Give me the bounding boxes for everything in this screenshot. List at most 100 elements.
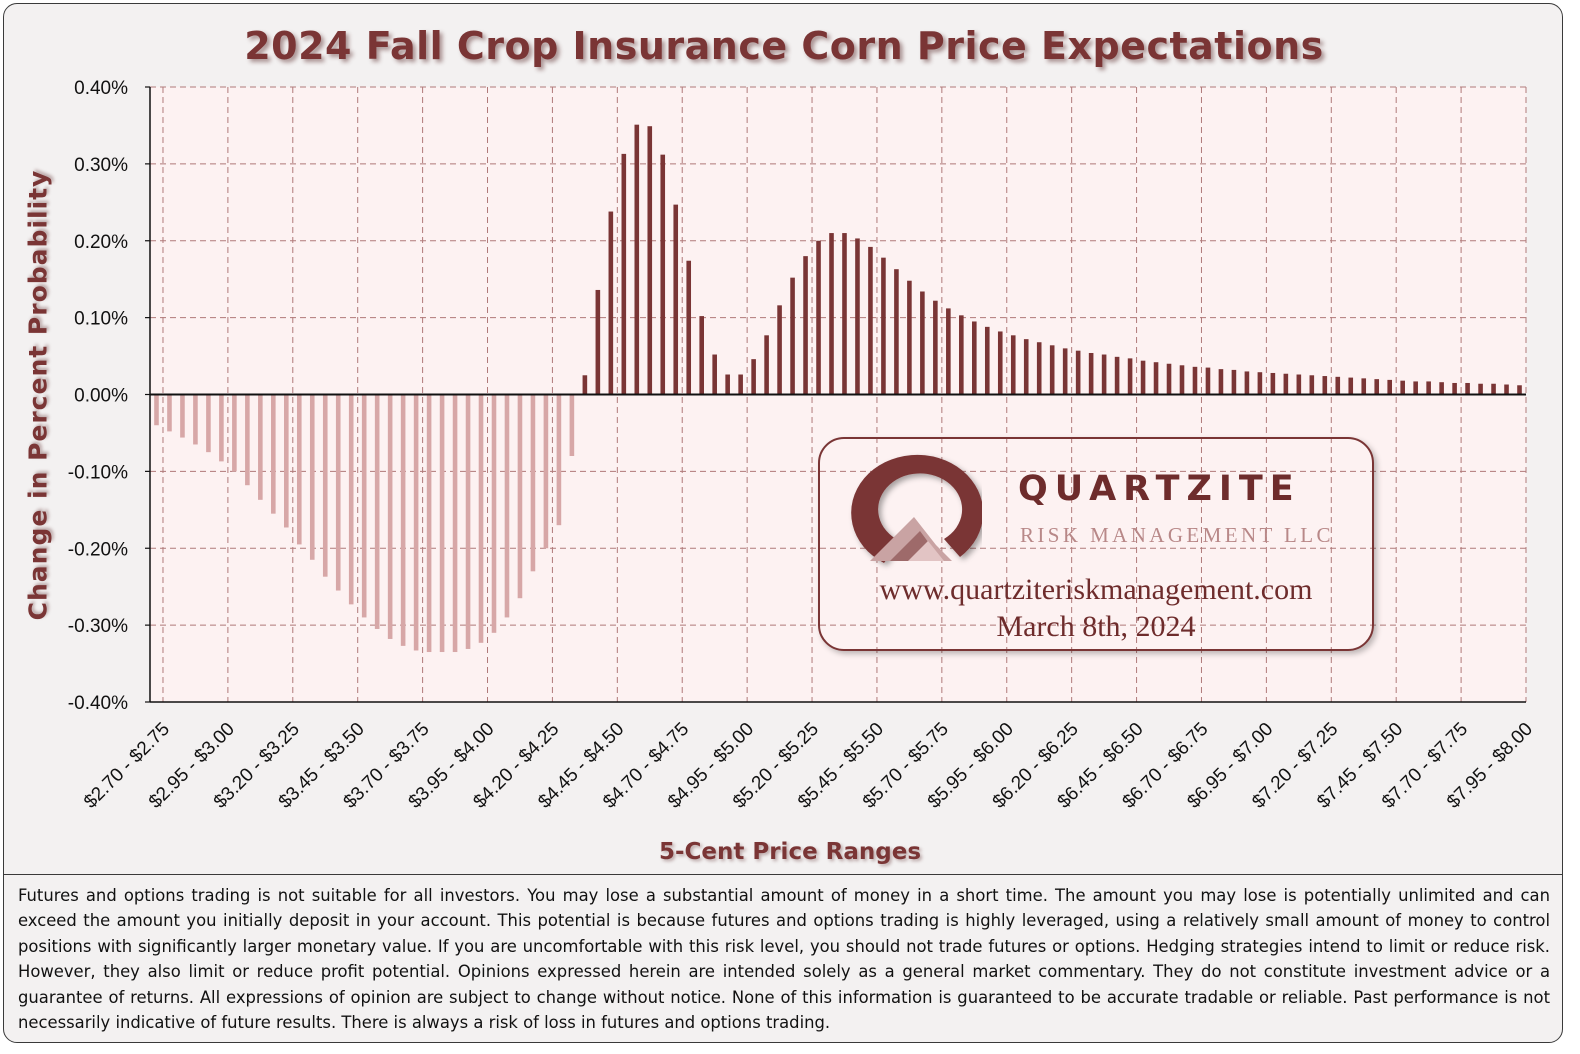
bar xyxy=(504,394,510,618)
bar xyxy=(387,394,393,639)
bar xyxy=(517,394,523,599)
bar xyxy=(738,374,743,395)
bar xyxy=(284,394,289,528)
bar xyxy=(1465,382,1470,395)
bar xyxy=(258,394,263,500)
bar xyxy=(400,394,406,646)
bars xyxy=(154,124,1522,653)
bar xyxy=(1426,381,1431,395)
bar xyxy=(790,277,795,395)
x-tick-labels: $2.70 - $2.75$2.95 - $3.00$3.20 - $3.25$… xyxy=(80,719,1537,813)
bar xyxy=(1439,382,1444,395)
bar xyxy=(154,394,159,426)
bar xyxy=(959,315,964,395)
bar xyxy=(1413,381,1418,395)
bar xyxy=(673,204,679,395)
bar xyxy=(842,233,847,395)
bar xyxy=(1400,380,1405,395)
bar xyxy=(1361,378,1367,395)
bar xyxy=(920,291,925,395)
bar xyxy=(997,331,1003,395)
bar xyxy=(1010,335,1016,395)
chart-title: 2024 Fall Crop Insurance Corn Price Expe… xyxy=(244,24,1324,68)
bar xyxy=(946,308,951,395)
y-tick-label: 0.10% xyxy=(74,309,128,330)
bar xyxy=(1452,382,1457,395)
bar xyxy=(608,211,614,395)
bar xyxy=(439,394,445,653)
bar xyxy=(1491,383,1496,395)
bar xyxy=(322,394,328,577)
bar xyxy=(1088,352,1094,395)
y-tick-labels: 0.40% 0.30% 0.20% 0.10% 0.00% -0.10% -0.20% -0.… xyxy=(68,78,150,714)
y-tick-label: 0.00% xyxy=(74,386,128,407)
bar xyxy=(465,394,471,649)
bar xyxy=(1179,365,1185,395)
bar xyxy=(582,375,588,395)
bar xyxy=(1036,342,1042,395)
y-tick-label: 0.20% xyxy=(74,232,128,253)
bar xyxy=(543,394,549,549)
bar xyxy=(855,238,860,395)
bar xyxy=(1114,356,1120,395)
bar xyxy=(686,260,692,395)
bar xyxy=(764,335,769,395)
bar xyxy=(803,256,808,395)
bar xyxy=(725,374,730,395)
x-axis-label: 5-Cent Price Ranges xyxy=(658,839,922,865)
bar xyxy=(1335,376,1341,395)
bar xyxy=(452,394,458,653)
bar xyxy=(1244,371,1250,395)
y-tick-label: 0.40% xyxy=(74,78,128,99)
bar xyxy=(556,394,562,526)
chart-canvas: 0.40% 0.30% 0.20% 0.10% 0.00% -0.10% -0.20% -0.… xyxy=(68,78,1537,813)
bar xyxy=(193,394,198,445)
quartzite-logo-icon xyxy=(851,454,982,563)
bar xyxy=(478,394,484,643)
bar xyxy=(881,257,886,395)
bar xyxy=(1322,376,1328,395)
bar xyxy=(984,326,990,395)
brand-subtitle: RISK MANAGEMENT LLC xyxy=(1020,523,1334,547)
bar xyxy=(647,126,653,395)
bar xyxy=(1062,348,1068,395)
bar xyxy=(1387,379,1392,395)
bar xyxy=(829,233,834,395)
bar xyxy=(413,394,419,651)
bar xyxy=(1231,369,1237,395)
bar xyxy=(660,154,666,395)
bar xyxy=(1153,362,1159,395)
bar xyxy=(1478,383,1483,395)
bar xyxy=(1374,379,1380,395)
bar xyxy=(1192,366,1198,395)
bar xyxy=(167,394,172,432)
brand-name: QUARTZITE xyxy=(1018,469,1301,509)
bar xyxy=(1023,339,1029,395)
y-axis-label: Change in Percent Probability xyxy=(23,169,53,621)
bar xyxy=(972,321,977,395)
bar xyxy=(491,394,497,633)
bar xyxy=(894,269,899,395)
bar xyxy=(309,394,315,560)
bar xyxy=(816,240,821,395)
bar xyxy=(634,124,640,395)
bar xyxy=(777,305,782,395)
bar xyxy=(1348,377,1354,395)
disclaimer-divider xyxy=(3,874,1563,875)
bar xyxy=(1140,360,1146,395)
bar xyxy=(868,246,873,395)
y-tick-label: -0.20% xyxy=(68,539,128,560)
bar xyxy=(699,316,704,395)
bar xyxy=(1166,363,1172,395)
y-tick-label: -0.30% xyxy=(68,616,128,637)
bar xyxy=(1283,373,1289,395)
bar xyxy=(1517,385,1522,395)
bar xyxy=(933,300,938,395)
bar xyxy=(374,394,380,629)
bar xyxy=(296,394,302,545)
y-tick-label: 0.30% xyxy=(74,155,128,176)
bar xyxy=(232,394,237,472)
company-logo-box: QUARTZITE RISK MANAGEMENT LLC www.quartz… xyxy=(818,437,1374,651)
bar xyxy=(335,394,341,591)
disclaimer-text: Futures and options trading is not suita… xyxy=(18,886,1550,1033)
